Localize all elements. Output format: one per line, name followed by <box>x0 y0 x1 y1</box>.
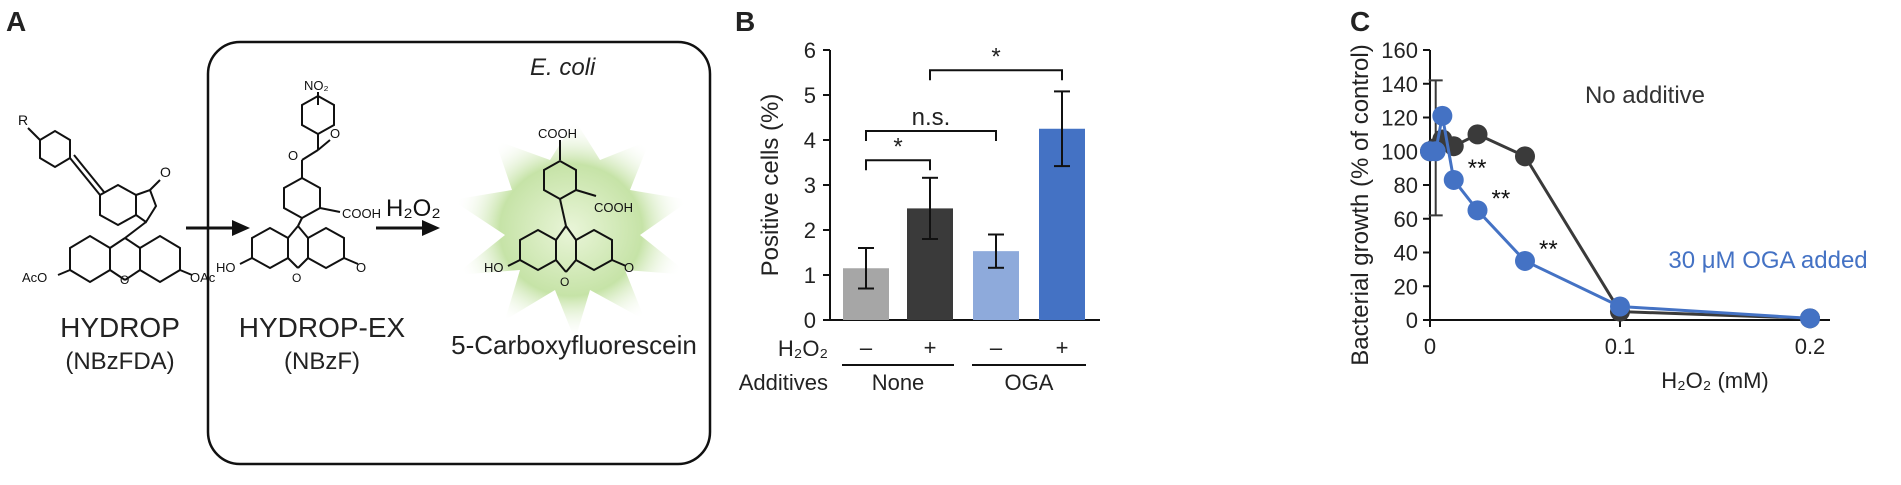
significance-stars: ** <box>1492 185 1511 212</box>
sig-bracket-3-label: * <box>991 43 1000 70</box>
series-line <box>1429 132 1811 320</box>
series-point <box>1515 250 1535 271</box>
y-tick-label: 140 <box>1381 72 1418 97</box>
aco-label: AcO <box>22 270 47 285</box>
h2o2-row-label: H₂O₂ <box>778 336 828 361</box>
series-point <box>1425 141 1446 162</box>
y-tick-label: 4 <box>804 128 816 153</box>
hydrop-structure <box>27 127 193 284</box>
series-point <box>1467 124 1488 145</box>
panel-c-letter: C <box>1350 6 1371 37</box>
series-point <box>1432 105 1453 126</box>
carboxyfluorescein-name: 5-Carboxyfluorescein <box>451 330 697 360</box>
series-point <box>1800 308 1820 329</box>
x-tick-label: 0.2 <box>1795 334 1826 359</box>
panel-a-scheme: R O O AcO OAc NO₂ O O COOH O HO O H₂O₂ <box>18 40 712 466</box>
o-label-7: O <box>560 275 569 289</box>
x-tick-label: 0.1 <box>1605 334 1636 359</box>
h2o2-mark: + <box>924 335 937 360</box>
sig-bracket-1 <box>865 159 931 171</box>
series-point <box>1467 200 1488 221</box>
r-label: R <box>18 112 28 128</box>
y-tick-label: 160 <box>1381 38 1418 63</box>
o-label-5: O <box>292 271 301 285</box>
y-tick-label: 60 <box>1394 207 1418 232</box>
sig-bracket-1-label: * <box>893 133 902 160</box>
significance-stars: ** <box>1468 155 1487 182</box>
series-point <box>1443 169 1464 190</box>
y-tick-label: 0 <box>804 308 816 333</box>
cooh-label-3: COOH <box>594 200 633 215</box>
o-label-8: O <box>624 260 634 275</box>
o-label-6: O <box>356 260 366 275</box>
hydrop-ex-sub: (NBzF) <box>284 348 360 375</box>
reagent-label: H₂O₂ <box>386 195 441 222</box>
panel-b-letter: B <box>735 6 756 37</box>
cooh-label-2: COOH <box>538 126 577 141</box>
series-line <box>1430 115 1811 320</box>
panel-a-letter: A <box>6 6 27 37</box>
e-coli-box <box>206 40 712 466</box>
x-axis-label: H₂O₂ (mM) <box>1661 368 1769 393</box>
y-tick-label: 100 <box>1381 139 1418 164</box>
hydrop-name: HYDROP <box>60 312 180 343</box>
group-label: OGA <box>1005 370 1054 395</box>
glow-burst <box>452 120 690 340</box>
y-tick-label: 5 <box>804 83 816 108</box>
arrow-2-head <box>422 220 440 236</box>
carboxyfluorescein-structure <box>507 140 627 273</box>
hydrop-ex-name: HYDROP-EX <box>238 312 406 343</box>
y-tick-label: 1 <box>804 263 816 288</box>
sig-bracket-2 <box>865 130 997 141</box>
o-label-3: O <box>288 148 298 163</box>
oac-label: OAc <box>190 270 216 285</box>
series-point <box>1610 296 1630 317</box>
ho-label-2: HO <box>484 260 504 275</box>
y-tick-label: 40 <box>1394 241 1418 266</box>
y-axis-label: Bacterial growth (% of control) <box>1347 44 1374 365</box>
annotation-oga: 30 μM OGA added <box>1668 247 1867 274</box>
y-tick-label: 80 <box>1394 173 1418 198</box>
h2o2-mark: + <box>1056 335 1069 360</box>
panel-b-chart: 0 1 2 3 4 5 6 Positive cells (%) – + – + * n.s. * H₂O₂ A… <box>739 38 1100 395</box>
h2o2-mark: – <box>990 335 1003 360</box>
sig-bracket-3 <box>929 69 1063 81</box>
series-point <box>1515 146 1535 167</box>
y-tick-label: 120 <box>1381 106 1418 131</box>
y-tick-label: 6 <box>804 38 816 63</box>
arrow-1-head <box>232 220 250 236</box>
ho-label-1: HO <box>216 260 236 275</box>
x-tick-label: 0 <box>1424 334 1436 359</box>
y-tick-label: 3 <box>804 173 816 198</box>
additives-row-label: Additives <box>739 370 828 395</box>
hydrop-ex-structure <box>239 92 359 270</box>
box-title: E. coli <box>530 54 596 81</box>
h2o2-mark: – <box>860 335 873 360</box>
hydrop-sub: (NBzFDA) <box>65 348 175 375</box>
o-label-1: O <box>160 164 171 180</box>
o-label-2: O <box>120 273 129 287</box>
y-tick-label: 20 <box>1394 274 1418 299</box>
y-tick-label: 2 <box>804 218 816 243</box>
cooh-label-1: COOH <box>342 206 381 221</box>
panel-c-chart: 0 20 40 60 80 100 120 140 160 0 0.1 0.2 Bacterial gr… <box>1347 38 1868 393</box>
y-tick-label: 0 <box>1406 308 1418 333</box>
sig-bracket-2-label: n.s. <box>912 104 951 131</box>
significance-stars: ** <box>1539 236 1558 263</box>
annotation-no-additive: No additive <box>1585 82 1705 109</box>
y-axis-label: Positive cells (%) <box>757 94 784 277</box>
o-label-4: O <box>330 126 340 141</box>
group-label: None <box>872 370 925 395</box>
no2-label: NO₂ <box>304 78 329 93</box>
